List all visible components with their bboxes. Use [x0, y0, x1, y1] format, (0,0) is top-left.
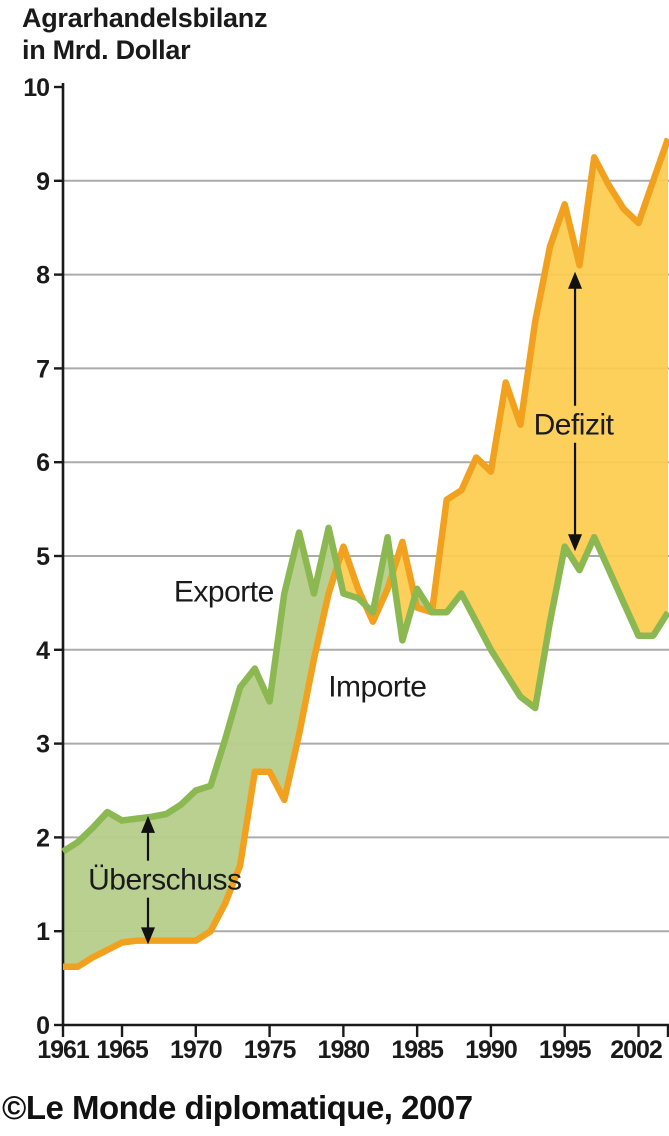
annotations: Überschuss Defizit Exporte Importe: [88, 271, 615, 945]
x-tick-label: 1985: [391, 1036, 444, 1064]
deficit-arrowhead-down: [568, 534, 583, 552]
y-tick-label: 0: [36, 1012, 49, 1040]
deficit-area: [63, 138, 668, 967]
x-tick-label: 1961: [37, 1036, 90, 1064]
y-tick-label: 10: [23, 74, 49, 102]
x-tick-label: 1995: [539, 1036, 592, 1064]
chart-title-line1: Agrarhandelsbilanz: [22, 3, 268, 33]
y-tick-label: 7: [36, 355, 49, 383]
deficit-label: Defizit: [534, 409, 615, 442]
x-tick-label: 1980: [318, 1036, 370, 1064]
surplus-area: [63, 527, 668, 967]
chart-title-line2: in Mrd. Dollar: [22, 35, 191, 65]
x-tick-label: 1970: [170, 1036, 222, 1064]
y-tick-label: 2: [36, 824, 49, 852]
x-tick-label: 1975: [244, 1036, 297, 1064]
exporte-line: [61, 524, 669, 855]
axes: 0 1 2 3 4 5 6 7 8 9 10 1961 1965 1970 1975 1980 1985 1990…: [23, 74, 669, 1064]
y-tick-label: 4: [36, 637, 50, 665]
y-tick-label: 1: [36, 918, 50, 946]
deficit-arrowhead-up: [568, 271, 583, 289]
surplus-label: Überschuss: [88, 864, 241, 897]
importe-series-label: Importe: [328, 670, 426, 703]
y-tick-label: 9: [36, 168, 49, 196]
y-tick-label: 6: [36, 449, 49, 477]
y-tick-label: 3: [36, 731, 49, 759]
copyright-credit: ©Le Monde diplomatique, 2007: [2, 1089, 473, 1126]
y-tick-label: 8: [36, 262, 50, 290]
x-tick-label: 1965: [96, 1036, 149, 1064]
surplus-arrowhead-up: [140, 815, 155, 833]
y-tick-label: 5: [36, 543, 50, 571]
x-tick-label: 1990: [465, 1036, 517, 1064]
surplus-arrowhead-down: [140, 927, 155, 945]
x-tick-label: 2002: [610, 1036, 662, 1064]
chart-title: Agrarhandelsbilanz in Mrd. Dollar: [22, 2, 267, 66]
exporte-series-label: Exporte: [174, 576, 274, 609]
